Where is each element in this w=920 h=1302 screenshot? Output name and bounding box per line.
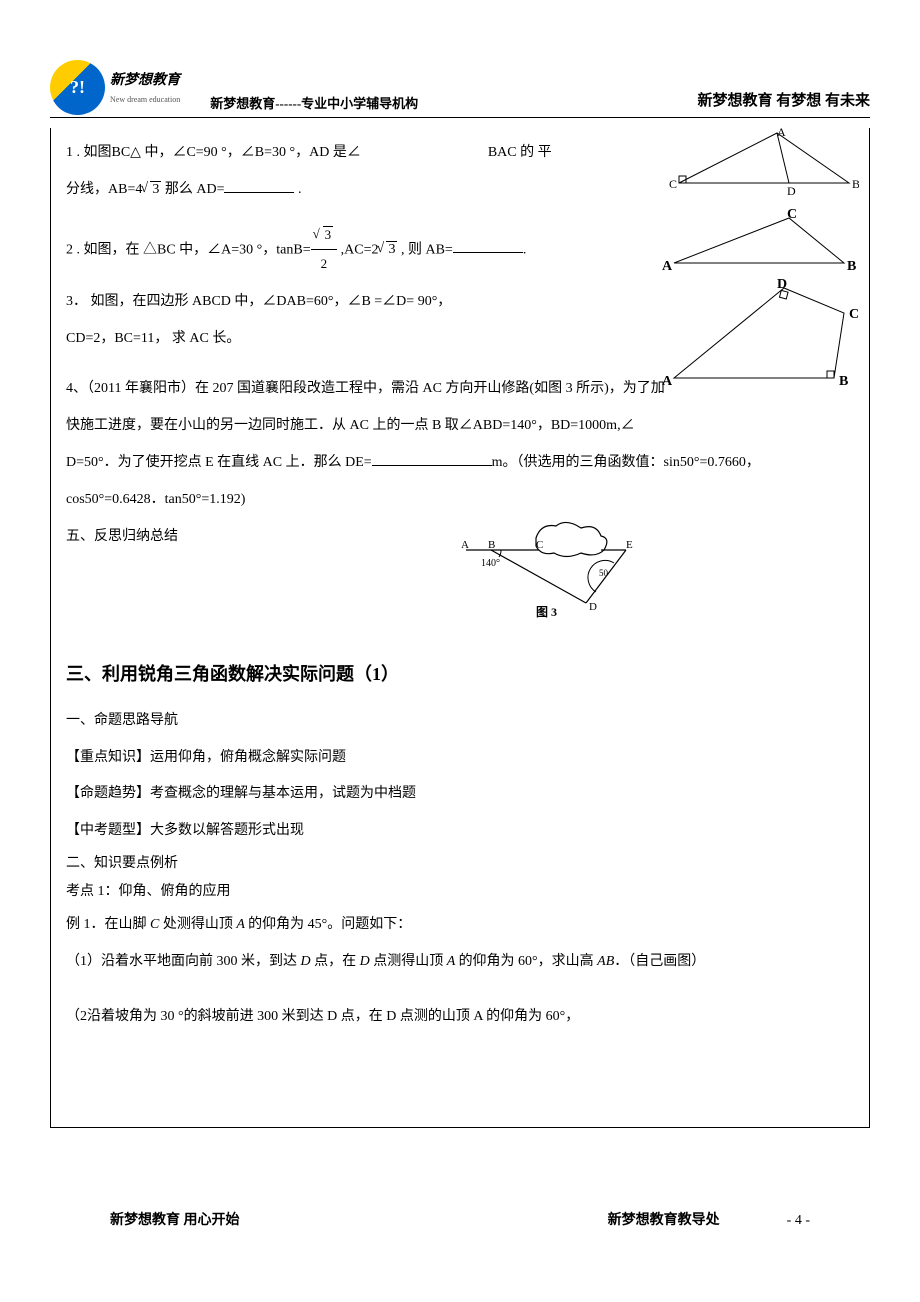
header-left: 新梦想教育------专业中小学辅导机构 bbox=[210, 92, 418, 115]
svg-text:图 3: 图 3 bbox=[536, 605, 557, 618]
svg-text:C: C bbox=[849, 307, 859, 322]
p4-text-e: cos50°=0.6428．tan50°=1.192) bbox=[66, 492, 245, 507]
sqrt-icon: 3 bbox=[315, 221, 334, 250]
s3-sub1: 一、命题思路导航 bbox=[66, 706, 854, 737]
sqrt-icon: 3 bbox=[142, 175, 161, 206]
logo-area: 新梦想教育 New dream education bbox=[50, 60, 180, 115]
content-frame: A B C D C A B A B C D 1 . 如图BC△ 中，∠C=90 bbox=[50, 128, 870, 1128]
svg-text:E: E bbox=[626, 539, 633, 551]
problem-4-line3: D=50°．为了使开挖点 E 在直线 AC 上．那么 DE= m。（供选用的三角函… bbox=[66, 448, 854, 479]
svg-text:D: D bbox=[777, 278, 787, 292]
svg-text:A: A bbox=[461, 539, 469, 551]
svg-text:B: B bbox=[839, 374, 848, 388]
figure-triangle-2: C A B bbox=[659, 208, 859, 278]
p1-text-a: 1 . 如图BC△ 中，∠C=90 °，∠B=30 °，AD 是∠ bbox=[66, 145, 361, 160]
p3-text-b: CD=2，BC=11， 求 AC 长。 bbox=[66, 331, 240, 346]
p4-text-c: D=50°．为了使开挖点 E 在直线 AC 上．那么 DE= bbox=[66, 455, 372, 470]
svg-text:C: C bbox=[787, 208, 797, 222]
s3-ex1-1: （1）沿着水平地面向前 300 米，到达 D 点，在 D 点测得山顶 A 的仰角… bbox=[66, 947, 854, 978]
p1-text-e: . bbox=[294, 182, 301, 197]
problem-4-line2: 快施工进度，要在小山的另一边同时施工．从 AC 上的一点 B 取∠ABD=140… bbox=[66, 411, 854, 442]
p2-text-c: , 则 AB= bbox=[397, 242, 452, 257]
svg-text:B: B bbox=[852, 177, 859, 191]
p1-text-b: BAC 的 平 bbox=[488, 145, 552, 160]
logo-text: 新梦想教育 New dream education bbox=[110, 68, 180, 108]
p1-text-d: 那么 AD= bbox=[161, 182, 224, 197]
blank-field bbox=[372, 452, 492, 466]
blank-field bbox=[224, 179, 294, 193]
p2-text-a: 2 . 如图，在 △BC 中，∠A=30 °，tanB= bbox=[66, 242, 311, 257]
p5-text: 五、反思归纳总结 bbox=[66, 529, 178, 544]
p2-text-d: . bbox=[523, 242, 527, 257]
sqrt-icon: 3 bbox=[378, 235, 397, 266]
s3-ex1: 例 1．在山脚 C 处测得山顶 A 的仰角为 45°。问题如下： bbox=[66, 910, 854, 941]
p4-text-d: m。（供选用的三角函数值：sin50°=0.7660， bbox=[492, 455, 760, 470]
p2-text-b: ,AC=2 bbox=[337, 242, 378, 257]
header-right: 新梦想教育 有梦想 有未来 bbox=[697, 88, 870, 115]
fraction: 32 bbox=[311, 221, 338, 279]
blank-field bbox=[453, 239, 523, 253]
svg-text:B: B bbox=[847, 259, 856, 274]
footer-left: 新梦想教育 用心开始 bbox=[110, 1208, 240, 1233]
s3-key1: 【重点知识】运用仰角，俯角概念解实际问题 bbox=[66, 743, 854, 774]
svg-text:50: 50 bbox=[599, 568, 609, 578]
page-footer: 新梦想教育 用心开始 新梦想教育教导处 - 4 - bbox=[50, 1208, 870, 1233]
page-number: - 4 - bbox=[787, 1213, 810, 1228]
section-3-title: 三、利用锐角三角函数解决实际问题（1） bbox=[66, 658, 854, 690]
svg-text:C: C bbox=[536, 539, 543, 551]
footer-right: 新梦想教育教导处 - 4 - bbox=[608, 1208, 810, 1233]
svg-text:D: D bbox=[787, 184, 796, 198]
svg-text:D: D bbox=[589, 601, 597, 613]
figure-quadrilateral: A B C D bbox=[659, 278, 859, 388]
s3-key2: 【命题趋势】考查概念的理解与基本运用，试题为中档题 bbox=[66, 779, 854, 810]
s3-sub2: 二、知识要点例析 bbox=[66, 853, 854, 875]
svg-text:140°: 140° bbox=[481, 558, 500, 569]
p3-text-a: 3． 如图，在四边形 ABCD 中，∠DAB=60°，∠B =∠D= 90°， bbox=[66, 294, 451, 309]
svg-text:B: B bbox=[488, 539, 495, 551]
s3-kp1: 考点 1：仰角、俯角的应用 bbox=[66, 881, 854, 903]
s3-ex1-2: （2沿着坡角为 30 °的斜坡前进 300 米到达 D 点，在 D 点测的山顶 … bbox=[66, 1002, 854, 1033]
s3-key3: 【中考题型】大多数以解答题形式出现 bbox=[66, 816, 854, 847]
logo-cn: 新梦想教育 bbox=[110, 68, 180, 93]
svg-text:A: A bbox=[777, 128, 786, 139]
p4-text-b: 快施工进度，要在小山的另一边同时施工．从 AC 上的一点 B 取∠ABD=140… bbox=[66, 418, 635, 433]
p4-text-a: 4、（2011 年襄阳市）在 207 国道襄阳段改造工程中，需沿 AC 方向开山… bbox=[66, 381, 665, 396]
figure-mountain: A B C E D 140° 50 图 3 bbox=[446, 508, 854, 618]
figure-triangle-1: A B C D bbox=[669, 128, 859, 198]
svg-text:A: A bbox=[662, 259, 673, 274]
svg-text:A: A bbox=[662, 374, 673, 388]
p1-text-c: 分线，AB=4 bbox=[66, 182, 142, 197]
svg-text:C: C bbox=[669, 177, 677, 191]
logo-en: New dream education bbox=[110, 93, 180, 107]
logo-icon bbox=[50, 60, 105, 115]
page-header: 新梦想教育 New dream education 新梦想教育------专业中… bbox=[50, 60, 870, 118]
